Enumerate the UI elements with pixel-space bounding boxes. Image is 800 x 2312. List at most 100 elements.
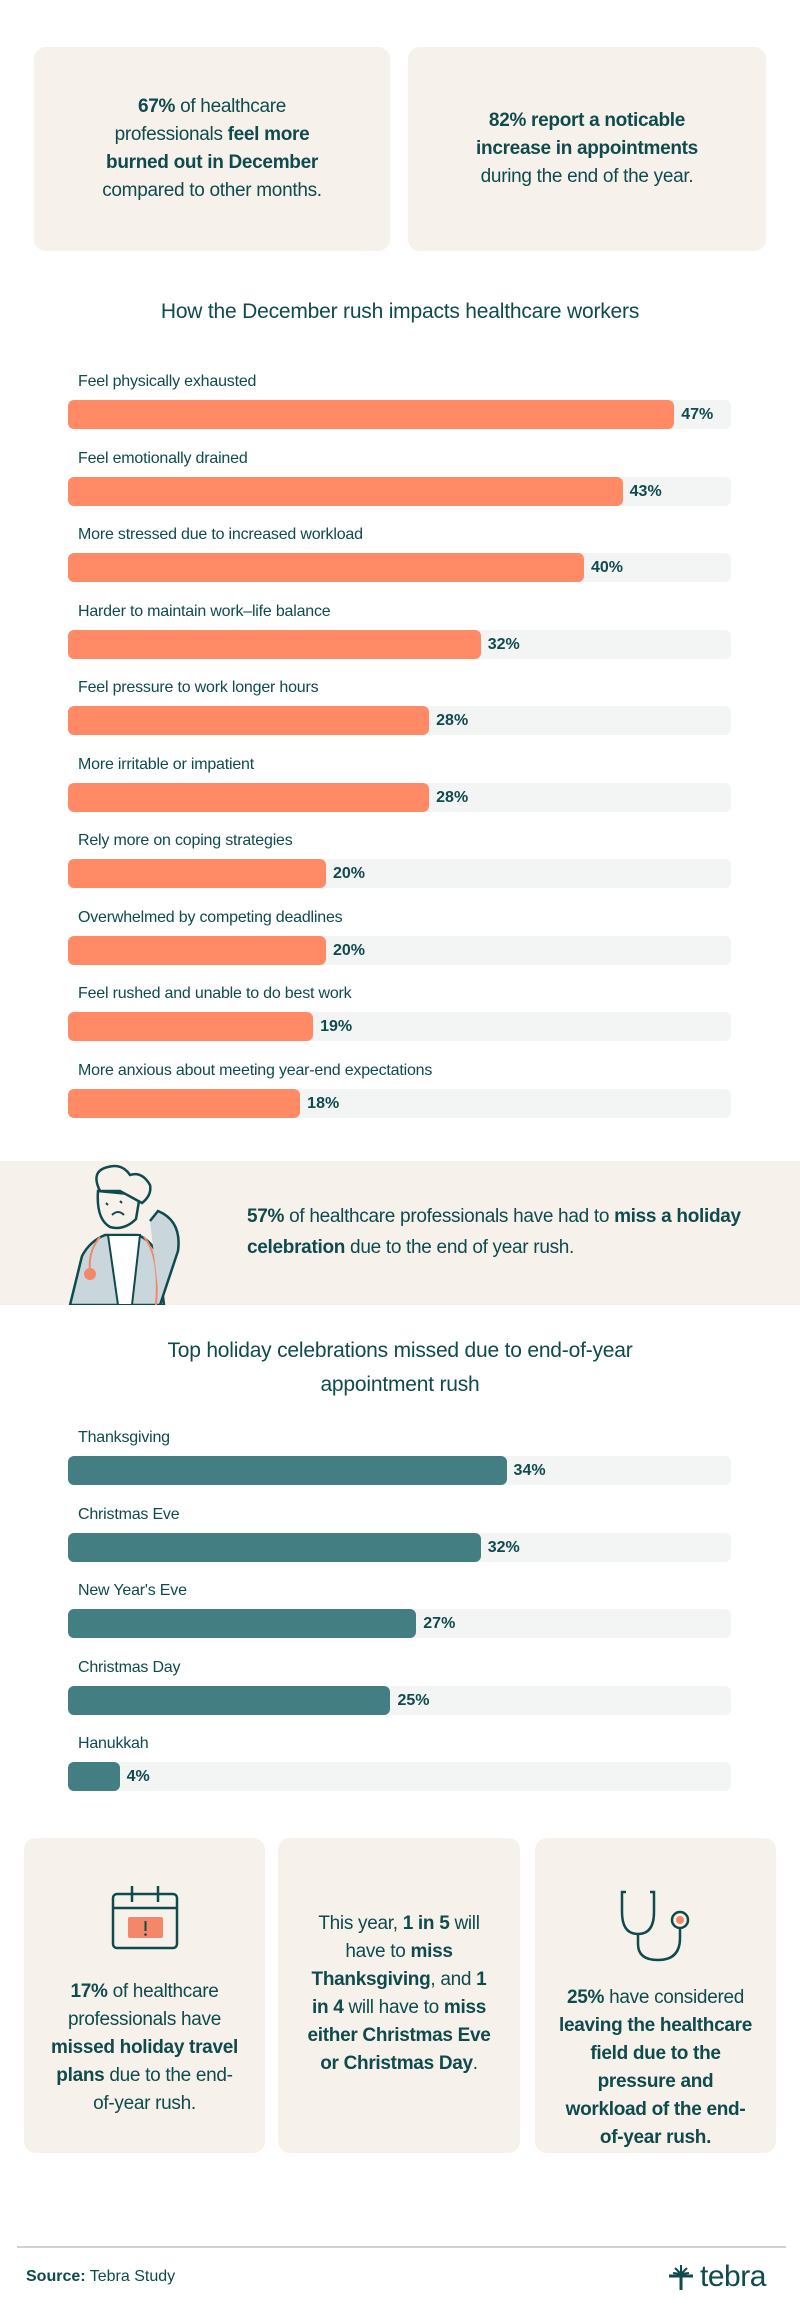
- bar-track: 20%: [68, 859, 731, 888]
- calendar-alert-icon: [111, 1886, 178, 1950]
- tebra-logo-text: tebra: [700, 2260, 766, 2293]
- bar-row: New Year's Eve 27%: [68, 1581, 731, 1641]
- bar-label: Hanukkah: [78, 1735, 149, 1752]
- bar-label: Overwhelmed by competing deadlines: [78, 908, 343, 926]
- bar-value-label: 34%: [513, 1462, 546, 1479]
- stat-card-1-in-5: This year, 1 in 5 will have to miss Than…: [278, 1838, 520, 2153]
- bar-row: Christmas Day 25%: [68, 1658, 731, 1718]
- bar: [68, 553, 584, 582]
- bar-track: 34%: [68, 1456, 731, 1485]
- text-emphasis: miss Thanksgiving: [311, 1941, 453, 1990]
- stat-text: 82% report a noticable increase in appoi…: [452, 107, 722, 191]
- bar-label: Christmas Eve: [78, 1505, 180, 1523]
- bar-label: More stressed due to increased workload: [78, 526, 363, 543]
- text-segment: of healthcare professionals have: [67, 1981, 222, 2030]
- text-segment: of healthcare professionals have had to: [284, 1206, 615, 1227]
- bar-value-label: 32%: [487, 635, 520, 653]
- text-emphasis: 25%: [566, 1987, 605, 2008]
- tebra-logo-icon: [669, 2265, 693, 2290]
- bar: [68, 476, 623, 506]
- text-segment: This year,: [318, 1913, 403, 1934]
- text-emphasis: feel more burned out in December: [106, 124, 318, 173]
- bar-label: Feel rushed and unable to do best work: [78, 985, 352, 1002]
- source-note: Source: Tebra Study: [26, 2268, 175, 2286]
- text-emphasis: leaving the healthcare field due to the …: [559, 2015, 752, 2148]
- bar-label: Christmas Day: [78, 1658, 181, 1676]
- text-segment: , and: [430, 1969, 477, 1990]
- bar: [68, 400, 675, 429]
- text-emphasis: 17%: [70, 1981, 108, 2002]
- bar: [68, 1456, 507, 1485]
- bar-value-label: 43%: [629, 482, 662, 500]
- bar-label: Thanksgiving: [78, 1429, 170, 1446]
- stat-text: 17% of healthcare professionals have mis…: [50, 1978, 240, 2118]
- bar: [68, 1088, 301, 1118]
- source-label: Source:: [26, 2268, 86, 2285]
- bar-value-label: 32%: [487, 1538, 520, 1556]
- bar: [68, 782, 430, 812]
- bar-track: 27%: [68, 1609, 731, 1638]
- bar-row: Overwhelmed by competing deadlines 20%: [68, 908, 731, 968]
- text-emphasis: 1 in 4: [312, 1969, 487, 2018]
- chart-title-holidays: Top holiday celebrations missed due to e…: [167, 1339, 633, 1396]
- stat-card-leaving-field: 25% have considered leaving the healthca…: [535, 1838, 776, 2153]
- bar-label: Feel pressure to work longer hours: [78, 679, 319, 696]
- bar-track: 28%: [68, 706, 731, 735]
- text-segment: compared to other months.: [102, 180, 322, 201]
- text-segment: have considered: [604, 1987, 745, 2008]
- bar-row: Rely more on coping strategies 20%: [68, 831, 731, 891]
- bar-row: Christmas Eve 32%: [68, 1505, 731, 1565]
- bar-track: 20%: [68, 935, 731, 965]
- chart-title-impacts: How the December rush impacts healthcare…: [160, 300, 640, 323]
- bar-row: Thanksgiving 34%: [68, 1428, 731, 1488]
- missed-holiday-banner: 57% of healthcare professionals have had…: [0, 1161, 800, 1305]
- bar-value-label: 18%: [307, 1094, 340, 1112]
- bar-track: 40%: [68, 553, 731, 582]
- bar-label: New Year's Eve: [78, 1582, 187, 1599]
- bar-value-label: 40%: [590, 559, 623, 576]
- bar-value-label: 20%: [332, 941, 365, 959]
- text-emphasis: 57%: [247, 1206, 285, 1227]
- text-segment: due to the end of year rush.: [345, 1237, 575, 1258]
- bar-row: Harder to maintain work–life balance 32%: [68, 602, 731, 662]
- stethoscope-icon: [620, 1890, 689, 1962]
- bar-track: 4%: [68, 1762, 731, 1791]
- text-emphasis: miss a holiday celebration: [247, 1206, 741, 1258]
- bar-value-label: 20%: [332, 865, 365, 882]
- bar-value-label: 25%: [397, 1691, 430, 1709]
- bar: [68, 629, 481, 659]
- bar-label: More anxious about meeting year-end expe…: [78, 1061, 433, 1079]
- bar-value-label: 47%: [681, 406, 714, 423]
- tebra-logo: tebra: [668, 2260, 766, 2294]
- bar-track: 32%: [68, 629, 731, 659]
- bar-row: Feel physically exhausted 47%: [68, 372, 731, 432]
- text-segment: during the end of the year.: [480, 166, 694, 187]
- bar-value-label: 4%: [126, 1768, 150, 1785]
- bar-track: 28%: [68, 782, 731, 812]
- bar-row: More irritable or impatient 28%: [68, 755, 731, 815]
- bar-row: More stressed due to increased workload …: [68, 525, 731, 585]
- bar-label: Harder to maintain work–life balance: [78, 602, 331, 620]
- text-emphasis: 82% report a noticable increase in appoi…: [476, 110, 698, 159]
- bar: [68, 1685, 391, 1715]
- text-segment: will have to: [343, 1997, 444, 2018]
- bar: [68, 1012, 314, 1041]
- bar: [68, 859, 326, 888]
- bar: [68, 706, 430, 735]
- text-segment: will have to: [345, 1913, 480, 1962]
- footer-divider: [17, 2246, 786, 2248]
- bar-label: Rely more on coping strategies: [78, 832, 293, 849]
- stat-card-burnout: 67% of healthcare professionals feel mor…: [34, 47, 390, 251]
- bar-label: Feel physically exhausted: [78, 373, 257, 390]
- bar-label: More irritable or impatient: [78, 755, 254, 773]
- bar-value-label: 28%: [436, 712, 469, 729]
- stat-card-travel: 17% of healthcare professionals have mis…: [24, 1838, 265, 2153]
- bar-track: 25%: [68, 1685, 731, 1715]
- text-segment: of healthcare professionals: [114, 96, 287, 145]
- stat-text: 67% of healthcare professionals feel mor…: [82, 93, 342, 205]
- stat-text: 25% have considered leaving the healthca…: [556, 1984, 756, 2152]
- source-value: Tebra Study: [85, 2268, 176, 2285]
- stat-text: This year, 1 in 5 will have to miss Than…: [304, 1910, 494, 2078]
- bar: [68, 1532, 481, 1562]
- bar-track: 47%: [68, 400, 731, 429]
